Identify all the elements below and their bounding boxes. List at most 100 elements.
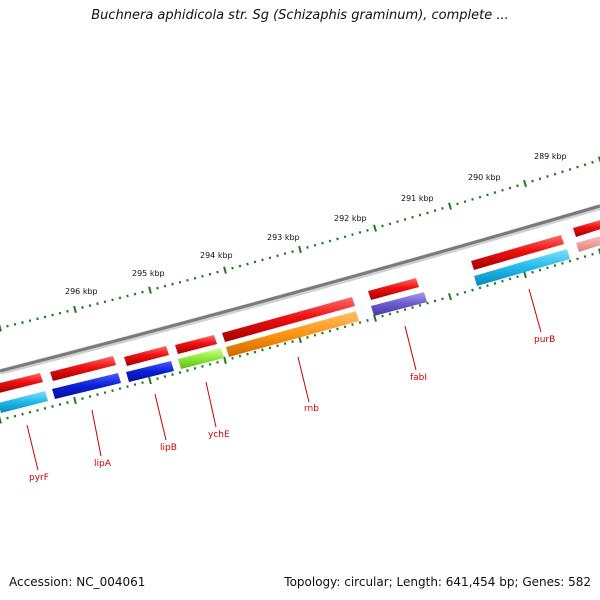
ruler-minor-tick: [276, 344, 279, 348]
ruler-major-tick: [598, 248, 600, 256]
ruler-minor-tick: [418, 213, 422, 217]
ruler-minor-tick: [171, 373, 174, 376]
ruler-minor-tick: [253, 350, 257, 354]
gene-purB[interactable]: [474, 249, 570, 286]
ruler-minor-tick: [321, 331, 324, 335]
ruler-minor-tick: [201, 274, 204, 278]
ruler-minor-tick: [321, 241, 324, 245]
ruler-minor-tick: [291, 340, 294, 344]
forward-feature[interactable]: [50, 356, 116, 381]
ruler-minor-tick: [268, 256, 272, 260]
ruler-minor-tick: [111, 298, 114, 302]
ruler-label: 292 kbp: [334, 214, 367, 223]
ruler-minor-tick: [21, 321, 24, 324]
ruler-label: 294 kbp: [200, 251, 233, 260]
gene-label-ychE: ychE: [208, 430, 230, 440]
ruler-labels: 296 kbp 295 kbp 294 kbp 293 kbp 292 kbp …: [65, 152, 567, 296]
ruler-minor-tick: [261, 258, 264, 262]
ruler-minor-tick: [381, 224, 384, 228]
ruler-minor-tick: [493, 282, 497, 285]
gene-lipB[interactable]: [126, 361, 174, 382]
ruler-minor-tick: [36, 408, 39, 412]
ruler-minor-tick: [186, 278, 189, 282]
ruler-minor-tick: [328, 239, 332, 243]
ruler-minor-tick: [81, 397, 84, 400]
ruler-minor-tick: [583, 255, 587, 258]
gene-ychE[interactable]: [178, 348, 224, 369]
forward-feature[interactable]: [222, 297, 355, 342]
gene-lipA[interactable]: [52, 373, 121, 399]
ruler-minor-tick: [471, 288, 474, 292]
ruler-major-tick: [523, 270, 527, 279]
ruler-minor-tick: [103, 391, 107, 395]
gene-label-pyrF: pyrF: [29, 473, 49, 483]
label-leaders: [26, 288, 542, 471]
ruler-minor-tick: [358, 231, 362, 234]
ruler-label: 295 kbp: [132, 269, 165, 278]
forward-feature[interactable]: [573, 219, 600, 237]
forward-feature[interactable]: [0, 373, 43, 393]
ruler-minor-tick: [111, 389, 114, 393]
ruler-minor-tick: [456, 293, 459, 296]
accession-label: Accession: NC_004061: [9, 575, 146, 589]
ruler-major-tick: [73, 305, 77, 314]
ruler-major-tick: [0, 416, 2, 424]
ruler-minor-tick: [478, 195, 482, 199]
ruler-minor-tick: [156, 286, 159, 290]
ruler-minor-tick: [576, 257, 579, 261]
ruler-minor-tick: [433, 209, 437, 212]
ruler-minor-tick: [36, 317, 39, 321]
ruler-minor-tick: [163, 284, 167, 288]
forward-feature-faded[interactable]: [576, 235, 600, 252]
ruler-major-tick: [448, 293, 452, 301]
genome-backbone-line: [0, 204, 600, 373]
ruler-minor-tick: [276, 254, 279, 258]
ruler-minor-tick: [553, 264, 557, 267]
ruler-minor-tick: [336, 237, 339, 241]
ruler-minor-tick: [51, 405, 54, 408]
ruler-minor-tick: [313, 333, 317, 337]
ruler-minor-tick: [486, 193, 489, 197]
ruler-minor-tick: [351, 233, 354, 237]
ruler-minor-tick: [6, 416, 9, 420]
ruler-minor-tick: [178, 371, 182, 374]
ruler-minor-tick: [261, 348, 264, 352]
forward-feature[interactable]: [124, 346, 169, 366]
gene-label-purB: purB: [534, 335, 555, 345]
forward-feature[interactable]: [471, 235, 564, 270]
ruler-minor-tick: [538, 177, 542, 181]
forward-strand-features: [0, 219, 600, 393]
gene-pyrF[interactable]: [0, 391, 48, 413]
ruler-minor-tick: [583, 163, 587, 167]
ruler-minor-tick: [411, 306, 414, 309]
ruler-minor-tick: [471, 197, 474, 201]
ruler-minor-tick: [343, 325, 347, 329]
ruler-minor-tick: [238, 264, 242, 268]
forward-feature[interactable]: [368, 278, 419, 300]
ruler-minor-tick: [246, 352, 249, 356]
ruler-minor-tick: [516, 275, 519, 279]
ruler-minor-tick: [238, 354, 242, 358]
ruler-minor-tick: [193, 367, 197, 370]
ruler-minor-tick: [88, 395, 92, 398]
ruler-minor-tick: [478, 286, 482, 290]
ruler-minor-tick: [358, 321, 362, 324]
ruler-minor-tick: [561, 170, 564, 174]
ruler-minor-tick: [591, 252, 594, 256]
ruler-minor-tick: [463, 200, 467, 204]
gene-fabI[interactable]: [371, 292, 427, 316]
outer-ruler: [0, 156, 600, 332]
ruler-minor-tick: [118, 387, 122, 391]
ruler-minor-tick: [486, 284, 489, 288]
ruler-minor-tick: [433, 299, 437, 303]
gene-rnb[interactable]: [226, 311, 359, 357]
ruler-minor-tick: [231, 266, 234, 270]
ruler-label: 291 kbp: [401, 194, 434, 203]
topology-summary: Topology: circular; Length: 641,454 bp; …: [284, 575, 591, 589]
ruler-minor-tick: [546, 174, 549, 178]
gene-labels: pyrF lipA lipB ychE rnb fabI purB: [29, 335, 555, 483]
forward-feature[interactable]: [175, 335, 217, 354]
ruler-minor-tick: [493, 191, 497, 194]
ruler-minor-tick: [411, 215, 414, 219]
ruler-label: 290 kbp: [468, 173, 501, 182]
